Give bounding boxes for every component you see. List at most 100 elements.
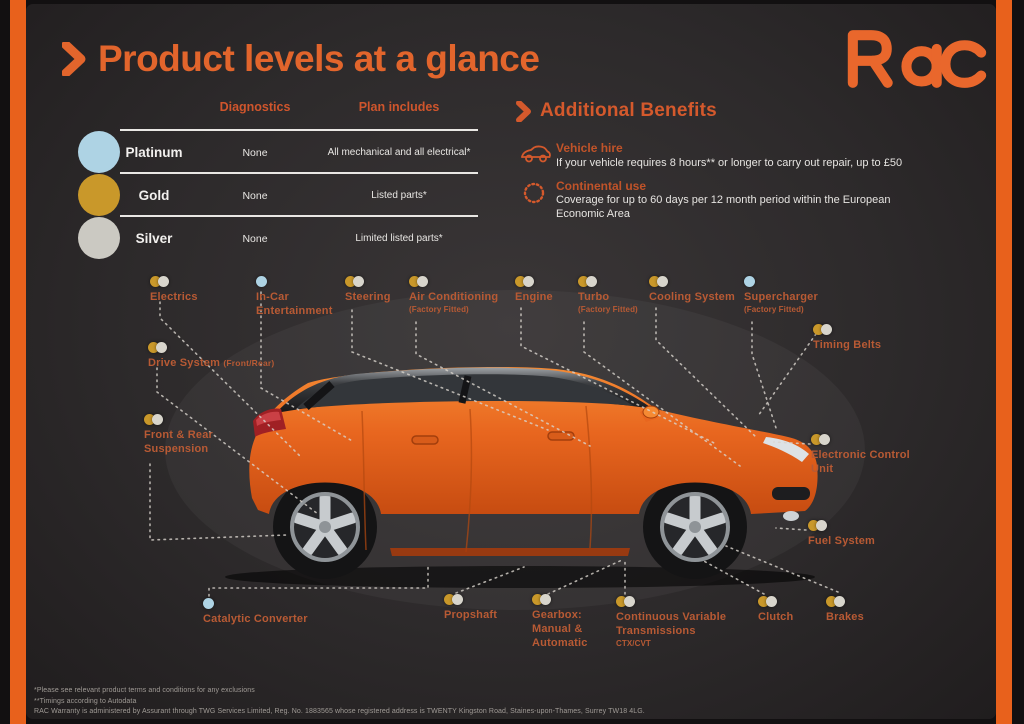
table-rule <box>120 215 478 217</box>
part-subtext: (Factory Fitted) <box>409 304 469 314</box>
part-name: Propshaft <box>444 609 498 621</box>
part-label-gearbox: Gearbox: Manual & Automatic <box>532 594 612 650</box>
footnote: RAC Warranty is administered by Assurant… <box>34 708 645 715</box>
coverage-dots <box>744 276 854 287</box>
part-label-front-rear-suspension: Front & Rear Suspension <box>144 414 240 457</box>
gold-dot <box>649 276 660 287</box>
silver-dot <box>353 276 364 287</box>
part-name: Fuel System <box>808 535 876 547</box>
row-plan: Limited listed parts* <box>355 233 443 244</box>
part-label-brakes: Brakes <box>826 596 886 625</box>
part-label-clutch: Clutch <box>758 596 818 625</box>
part-label-electronic-control-unit: Electronic Control Unit <box>811 434 919 477</box>
gold-dot <box>758 596 769 607</box>
gold-dot <box>150 276 161 287</box>
row-diagnostics: None <box>242 147 268 159</box>
coverage-dots <box>144 414 240 425</box>
gold-dot <box>813 324 824 335</box>
part-name: Electronic Control Unit <box>811 449 910 475</box>
part-name: Drive System <box>148 357 221 369</box>
part-label-cooling-system: Cooling System <box>649 276 759 305</box>
gold-dot <box>616 596 627 607</box>
part-label-steering: Steering <box>345 276 425 305</box>
gold-swatch <box>78 174 120 216</box>
orange-border-right <box>996 0 1012 724</box>
col-header-diagnostics: Diagnostics <box>219 100 291 114</box>
row-diagnostics: None <box>242 233 268 245</box>
silver-dot <box>816 520 827 531</box>
silver-dot <box>158 276 169 287</box>
platinum-dot <box>203 598 214 609</box>
part-name: Brakes <box>826 611 864 623</box>
part-name: Cooling System <box>649 291 735 303</box>
coverage-dots <box>532 594 612 605</box>
part-name: Front & Rear Suspension <box>144 429 214 455</box>
part-label-in-car-entertainment: In-Car Entertainment <box>256 276 352 319</box>
row-plan: All mechanical and all electrical* <box>327 147 471 158</box>
col-header-plan-includes: Plan includes <box>358 100 440 114</box>
door-handle-front <box>547 431 575 441</box>
benefit-title-continental-use: Continental use <box>556 179 647 193</box>
vehicle-icon <box>520 144 552 164</box>
coverage-dots <box>616 596 732 607</box>
silver-swatch <box>78 217 120 259</box>
front-grille <box>772 487 810 500</box>
silver-dot <box>766 596 777 607</box>
coverage-dots <box>826 596 886 607</box>
part-label-supercharger: Supercharger (Factory Fitted) <box>744 276 854 315</box>
silver-dot <box>624 596 635 607</box>
gold-dot <box>515 276 526 287</box>
car-shadow <box>225 566 815 588</box>
part-name: Clutch <box>758 611 794 623</box>
part-subtext: (Factory Fitted) <box>744 304 804 314</box>
part-name: Engine <box>515 291 553 303</box>
coverage-dots <box>515 276 585 287</box>
front-wheel <box>643 475 747 579</box>
silver-dot <box>586 276 597 287</box>
footnotes: *Please see relevant product terms and c… <box>34 686 645 718</box>
coverage-dots <box>203 598 343 609</box>
silver-dot <box>452 594 463 605</box>
table-rule <box>120 129 478 131</box>
part-label-catalytic-converter: Catalytic Converter <box>203 598 343 627</box>
rear-wheel <box>273 475 377 579</box>
silver-dot <box>540 594 551 605</box>
gold-dot <box>811 434 822 445</box>
coverage-dots <box>808 520 908 531</box>
chevron-icon <box>516 100 531 122</box>
part-label-propshaft: Propshaft <box>444 594 524 623</box>
rac-logo <box>842 26 992 92</box>
part-name: In-Car Entertainment <box>256 291 333 317</box>
part-label-drive-system: Drive System (Front/Rear) <box>148 342 348 371</box>
row-plan: Listed parts* <box>371 190 427 201</box>
part-name: Steering <box>345 291 391 303</box>
benefits-title: Additional Benefits <box>540 100 717 121</box>
gold-dot <box>532 594 543 605</box>
row-diagnostics: None <box>242 190 268 202</box>
silver-dot <box>523 276 534 287</box>
coverage-dots <box>256 276 352 287</box>
coverage-dots <box>649 276 759 287</box>
coverage-dots <box>409 276 529 287</box>
part-name: Catalytic Converter <box>203 613 308 625</box>
benefit-desc-vehicle-hire: If your vehicle requires 8 hours** or lo… <box>556 157 903 169</box>
footnote: *Please see relevant product terms and c… <box>34 687 255 694</box>
gold-dot <box>345 276 356 287</box>
row-name: Gold <box>138 188 170 203</box>
part-name: Electrics <box>150 291 198 303</box>
silver-dot <box>834 596 845 607</box>
chevron-icon <box>62 42 86 76</box>
part-subtext: (Front/Rear) <box>223 358 275 368</box>
benefit-title-vehicle-hire: Vehicle hire <box>556 141 623 155</box>
part-label-electrics: Electrics <box>150 276 240 305</box>
part-name: Continuous Variable Transmissions <box>616 611 727 637</box>
part-subtext: CTX/CVT <box>616 638 651 648</box>
part-label-fuel-system: Fuel System <box>808 520 908 549</box>
headlight <box>763 437 809 462</box>
row-name: Platinum <box>125 145 183 160</box>
platinum-dot <box>744 276 755 287</box>
benefit-desc-continental-use: Coverage for up to 60 days per 12 month … <box>556 194 891 221</box>
door-handle-rear <box>411 435 439 445</box>
table-rule <box>120 172 478 174</box>
